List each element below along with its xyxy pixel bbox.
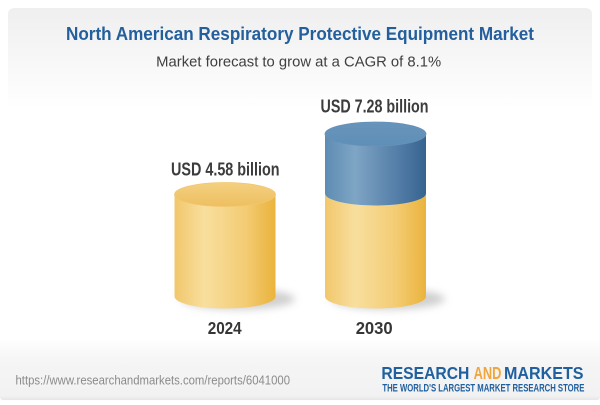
svg-text:AND: AND: [474, 363, 502, 383]
svg-text:North American Respiratory Pro: North American Respiratory Protective Eq…: [66, 24, 534, 44]
svg-text:THE WORLD'S LARGEST MARKET RES: THE WORLD'S LARGEST MARKET RESEARCH STOR…: [382, 382, 584, 394]
svg-text:MARKETS: MARKETS: [504, 363, 584, 383]
svg-text:2030: 2030: [356, 318, 393, 338]
svg-text:USD 7.28 billion: USD 7.28 billion: [321, 97, 429, 117]
svg-text:RESEARCH: RESEARCH: [381, 363, 469, 383]
svg-text:2024: 2024: [208, 318, 242, 338]
svg-text:https://www.researchandmarkets: https://www.researchandmarkets.com/repor…: [16, 374, 291, 388]
svg-text:USD 4.58 billion: USD 4.58 billion: [171, 160, 280, 180]
svg-text:Market forecast to grow at a C: Market forecast to grow at a CAGR of 8.1…: [156, 55, 441, 71]
